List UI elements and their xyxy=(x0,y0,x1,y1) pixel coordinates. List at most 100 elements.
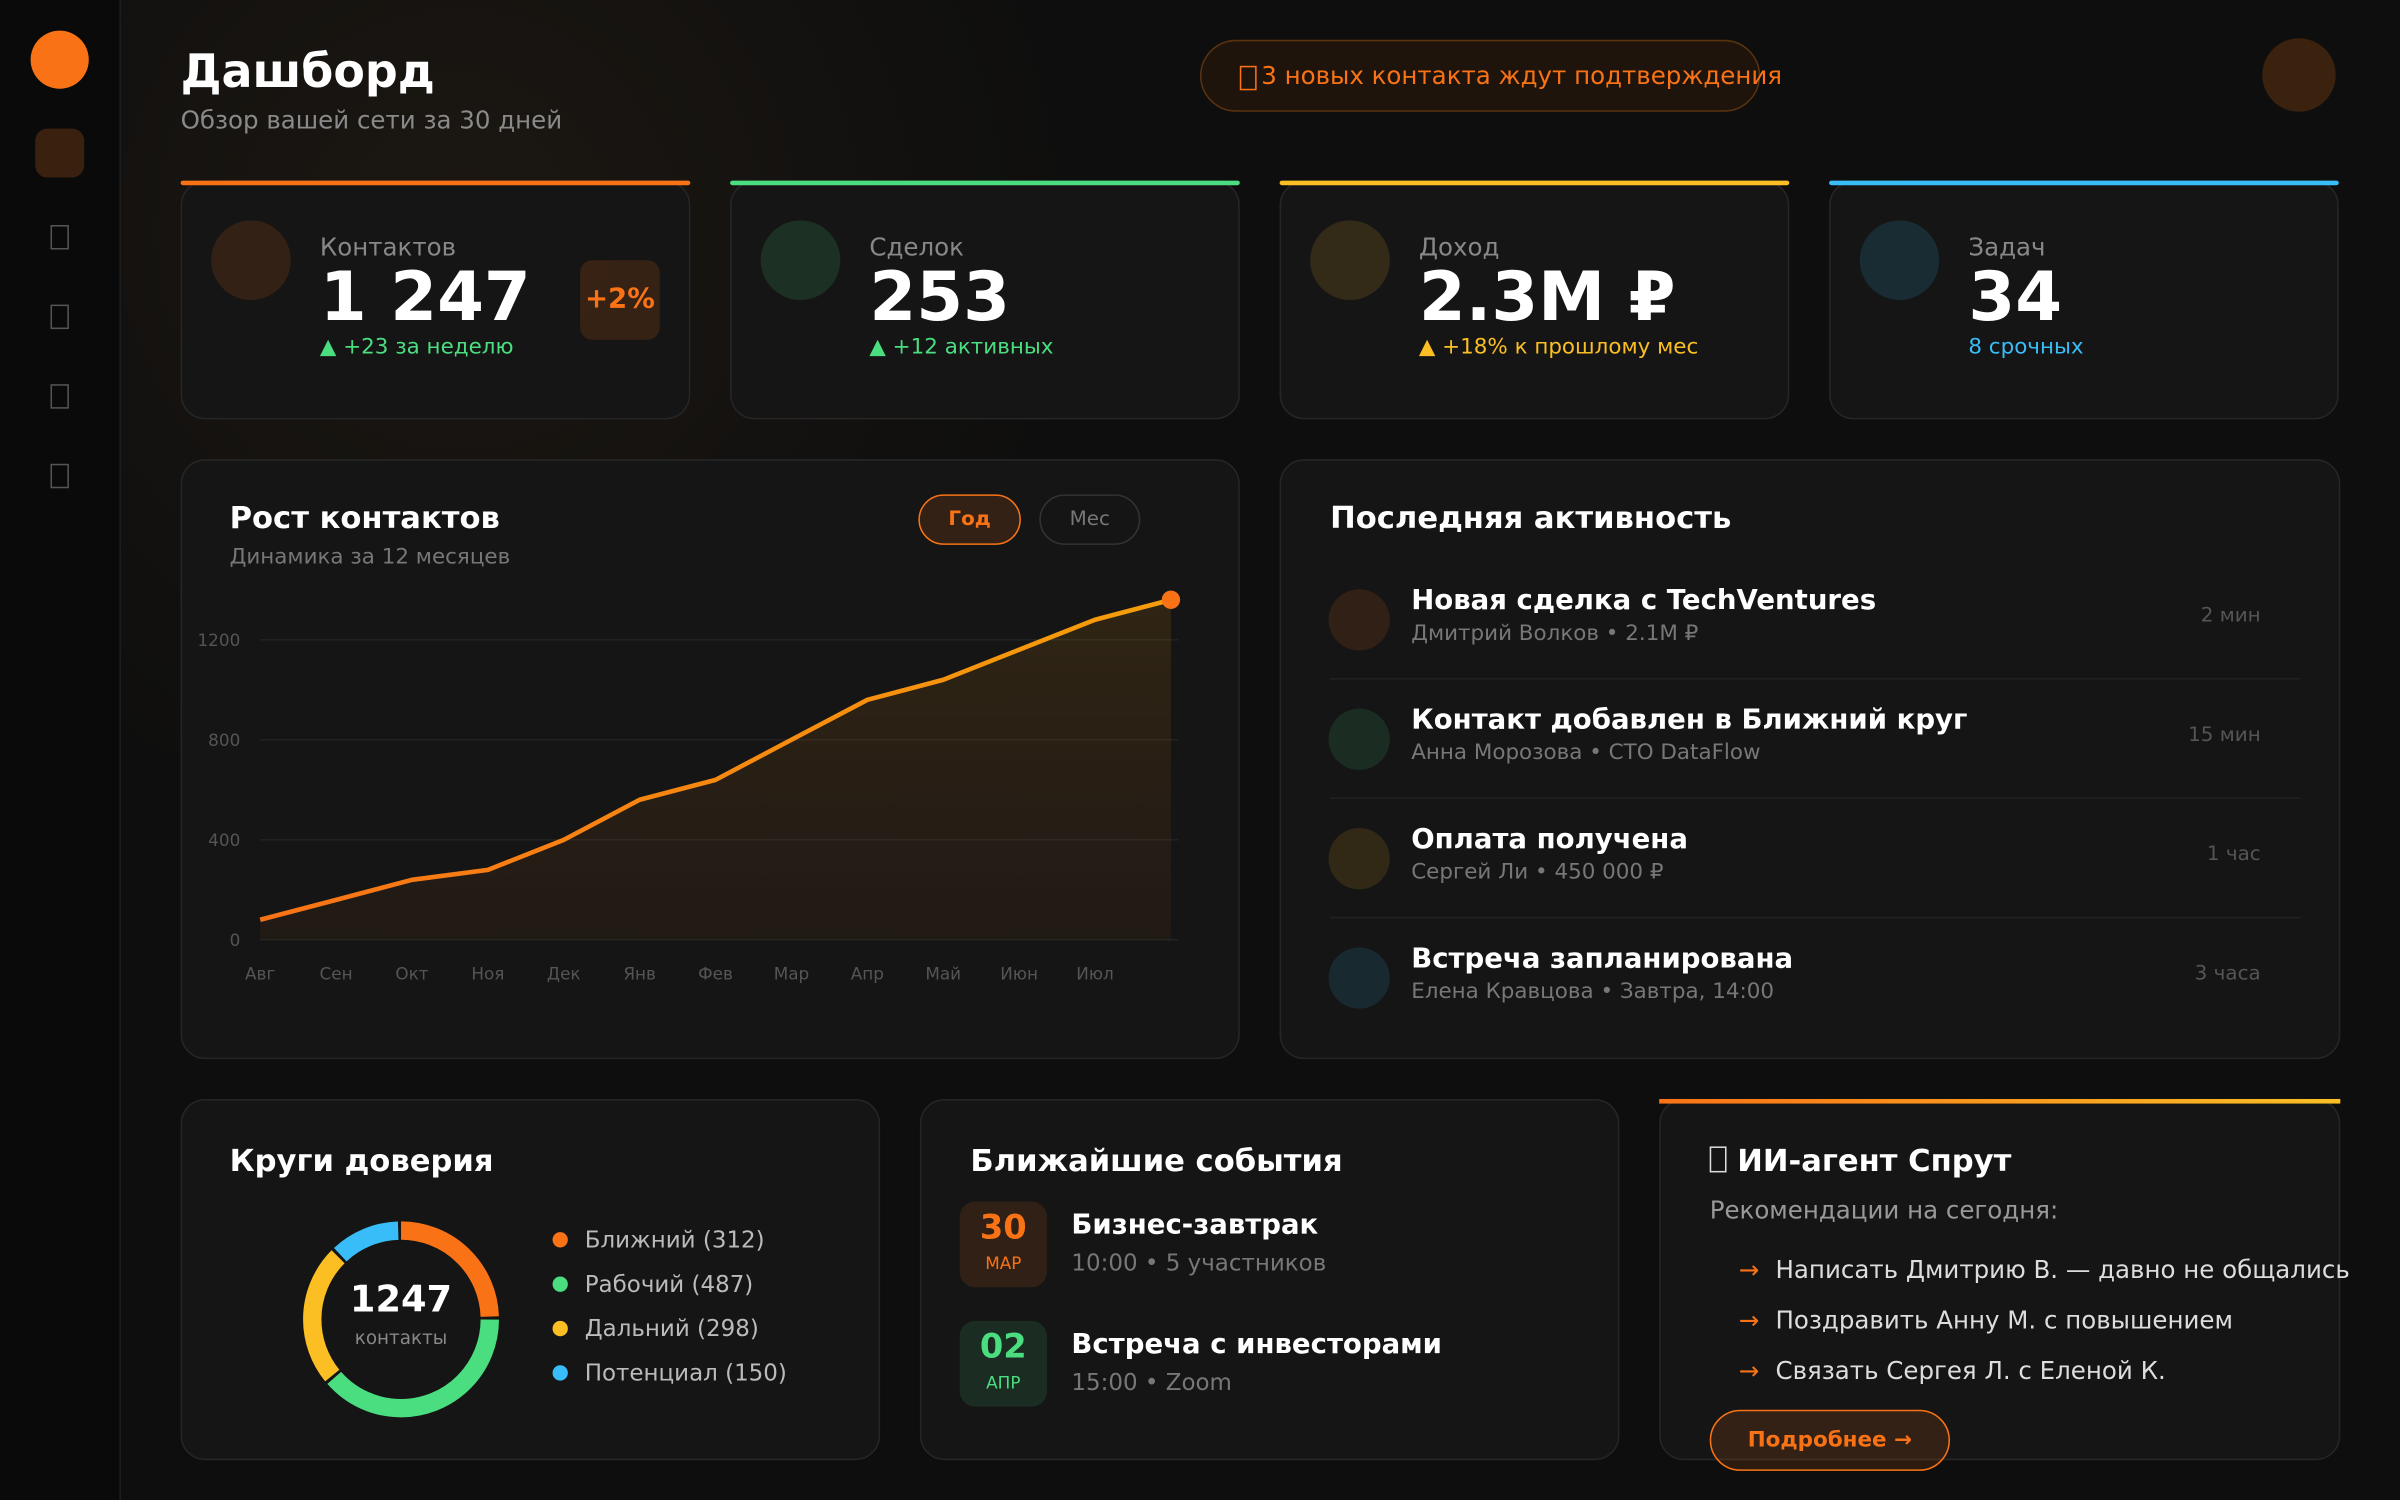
legend-label: Потенциал (150) xyxy=(584,1359,787,1387)
notification[interactable] xyxy=(1199,39,1761,112)
legend-label: Дальний (298) xyxy=(584,1314,759,1343)
nav-item[interactable] xyxy=(50,224,69,250)
activity-title: Контакт добавлен в Ближний круг xyxy=(1411,704,1968,737)
growth-title: Рост контактов xyxy=(229,498,500,536)
activity-title: Оплата получена xyxy=(1411,823,1688,856)
ai-title: ИИ-агент Спрут xyxy=(1737,1141,2012,1179)
separator xyxy=(1330,678,2301,680)
kpi-change: ▲ +23 за неделю xyxy=(319,335,514,360)
kpi-card: Сделок 253 ▲ +12 активных xyxy=(730,180,1240,420)
activity-title: Новая сделка с TechVentures xyxy=(1411,584,1877,617)
donut-segment xyxy=(303,1221,499,1418)
avatar[interactable] xyxy=(2262,38,2336,112)
event-month: АПР xyxy=(986,1372,1021,1393)
y-tick-label: 800 xyxy=(208,730,240,750)
legend-dot xyxy=(552,1232,568,1248)
separator xyxy=(1330,916,2301,919)
nav-item-active[interactable] xyxy=(35,128,85,178)
x-tick-label: Июл xyxy=(1076,964,1114,984)
kpi-icon xyxy=(1310,220,1390,300)
ai-button[interactable]: Подробнее → xyxy=(1709,1409,1950,1471)
kpi-icon xyxy=(1859,220,1940,300)
kpi-badge: +2% xyxy=(580,260,660,340)
event-subtitle: 10:00 • 5 участников xyxy=(1071,1248,1327,1277)
area xyxy=(260,599,1171,940)
logo[interactable] xyxy=(30,30,89,89)
ai-bullet: → xyxy=(1738,1255,1760,1285)
donut-center-value: 1247 xyxy=(350,1278,452,1321)
kpi-change: ▲ +18% к прошлому мес xyxy=(1418,335,1699,360)
end-point xyxy=(1161,590,1181,609)
x-tick-label: Май xyxy=(925,964,961,984)
circles-title: Круги доверия xyxy=(229,1141,494,1179)
legend-label: Рабочий (487) xyxy=(584,1270,754,1298)
x-tick-label: Сен xyxy=(320,964,353,984)
notification-icon xyxy=(1239,65,1257,91)
activity-title: Встреча запланирована xyxy=(1411,942,1794,975)
nav-item[interactable] xyxy=(50,384,69,409)
ai-item: Поздравить Анну М. с повышением xyxy=(1775,1305,2233,1335)
x-tick-label: Мар xyxy=(774,964,810,984)
event-title: Встреча с инвесторами xyxy=(1071,1328,1443,1361)
kpi-value: 1 247 xyxy=(319,258,531,337)
event-subtitle: 15:00 • Zoom xyxy=(1071,1368,1232,1396)
event-day: 02 xyxy=(979,1328,1027,1367)
nav-item[interactable] xyxy=(50,304,69,330)
toggle-button[interactable]: Мес xyxy=(1039,494,1141,545)
line xyxy=(259,597,1172,922)
notification-text[interactable]: 3 новых контакта ждут подтверждения xyxy=(1261,61,1783,91)
page-subtitle: Обзор вашей сети за 30 дней xyxy=(180,105,563,135)
separator xyxy=(1330,797,2301,799)
legend-dot xyxy=(552,1365,568,1381)
kpi-top-bar xyxy=(1279,180,1790,186)
event-day: 30 xyxy=(979,1209,1027,1248)
ai-card xyxy=(1659,1098,2341,1461)
kpi-value: 253 xyxy=(869,258,1010,337)
activity-icon xyxy=(1328,589,1390,651)
kpi-top-bar xyxy=(180,180,691,186)
activity-time: 1 час xyxy=(2206,843,2261,867)
ai-item: Написать Дмитрию В. — давно не общались xyxy=(1775,1255,2350,1285)
events-title: Ближайшие события xyxy=(970,1141,1343,1179)
ai-bullet: → xyxy=(1738,1356,1760,1386)
activity-icon xyxy=(1328,947,1390,1009)
activity-time: 15 мин xyxy=(2188,723,2261,747)
activity-card xyxy=(1279,459,2341,1060)
kpi-top-bar xyxy=(730,180,1240,186)
activity-subtitle: Елена Кравцова • Завтра, 14:00 xyxy=(1411,979,1775,1005)
x-tick-label: Авг xyxy=(245,964,275,984)
kpi-change: 8 срочных xyxy=(1968,335,2084,360)
ai-icon xyxy=(1709,1146,1727,1173)
kpi-change: ▲ +12 активных xyxy=(869,335,1054,360)
activity-icon xyxy=(1328,828,1390,890)
kpi-top-bar xyxy=(1829,180,2339,186)
event-date: 02 АПР xyxy=(959,1320,1047,1407)
kpi-card: Задач 34 8 срочных xyxy=(1829,180,2339,420)
x-tick-label: Окт xyxy=(395,964,428,984)
x-tick-label: Фев xyxy=(698,964,733,984)
kpi-card: Контактов 1 247 ▲ +23 за неделю +2% xyxy=(180,180,691,420)
sidebar xyxy=(0,0,121,1500)
kpi-card: Доход 2.3M ₽ ▲ +18% к прошлому мес xyxy=(1279,180,1790,420)
toggle-button-active[interactable]: Год xyxy=(918,494,1021,545)
kpi-value: 2.3M ₽ xyxy=(1418,258,1676,337)
page-title: Дашборд xyxy=(180,45,435,100)
x-tick-label: Дек xyxy=(547,964,581,984)
kpi-icon xyxy=(211,220,291,300)
legend-dot xyxy=(552,1320,568,1337)
kpi-label: Сделок xyxy=(869,232,964,262)
activity-icon xyxy=(1328,708,1390,770)
activity-time: 2 мин xyxy=(2200,604,2261,628)
kpi-icon xyxy=(760,220,841,300)
event-date: 30 МАР xyxy=(959,1201,1047,1288)
x-tick-label: Апр xyxy=(851,964,884,984)
kpi-label: Доход xyxy=(1418,232,1500,262)
ai-bullet: → xyxy=(1738,1305,1760,1335)
kpi-value: 34 xyxy=(1968,258,2063,337)
x-tick-label: Июн xyxy=(1000,964,1038,984)
line-chart: 0 400 800 1200 Авг Сен Окт Ноя Дек Янв Фев Мар Апр Ма… xyxy=(197,590,1181,984)
activity-subtitle: Дмитрий Волков • 2.1M ₽ xyxy=(1411,621,1699,646)
activity-subtitle: Анна Морозова • CTO DataFlow xyxy=(1411,740,1761,766)
nav-item[interactable] xyxy=(50,463,69,489)
